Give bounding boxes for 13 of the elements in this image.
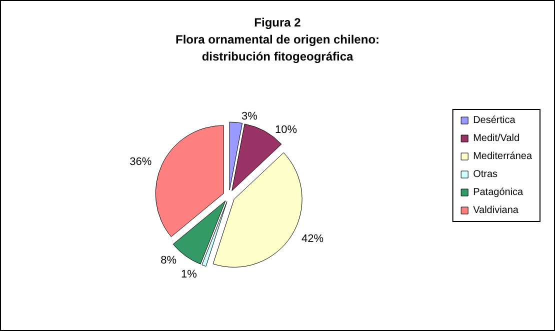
chart-title: Figura 2 Flora ornamental de origen chileno: distribución fitogeográfica <box>175 16 380 64</box>
legend-label: Patagónica <box>473 187 524 198</box>
data-label: 8% <box>160 254 177 267</box>
data-label: 10% <box>275 124 298 136</box>
legend-label: Medit/Vald <box>473 133 520 144</box>
legend-label: Desértica <box>473 115 516 126</box>
data-label: 1% <box>180 268 198 281</box>
legend-label: Otras <box>473 169 498 180</box>
data-label: 42% <box>302 232 324 245</box>
legend-label: Valdiviana <box>473 205 519 216</box>
data-label: 36% <box>130 156 152 168</box>
data-label: 3% <box>242 110 258 122</box>
legend-label: Mediterránea <box>473 151 532 162</box>
